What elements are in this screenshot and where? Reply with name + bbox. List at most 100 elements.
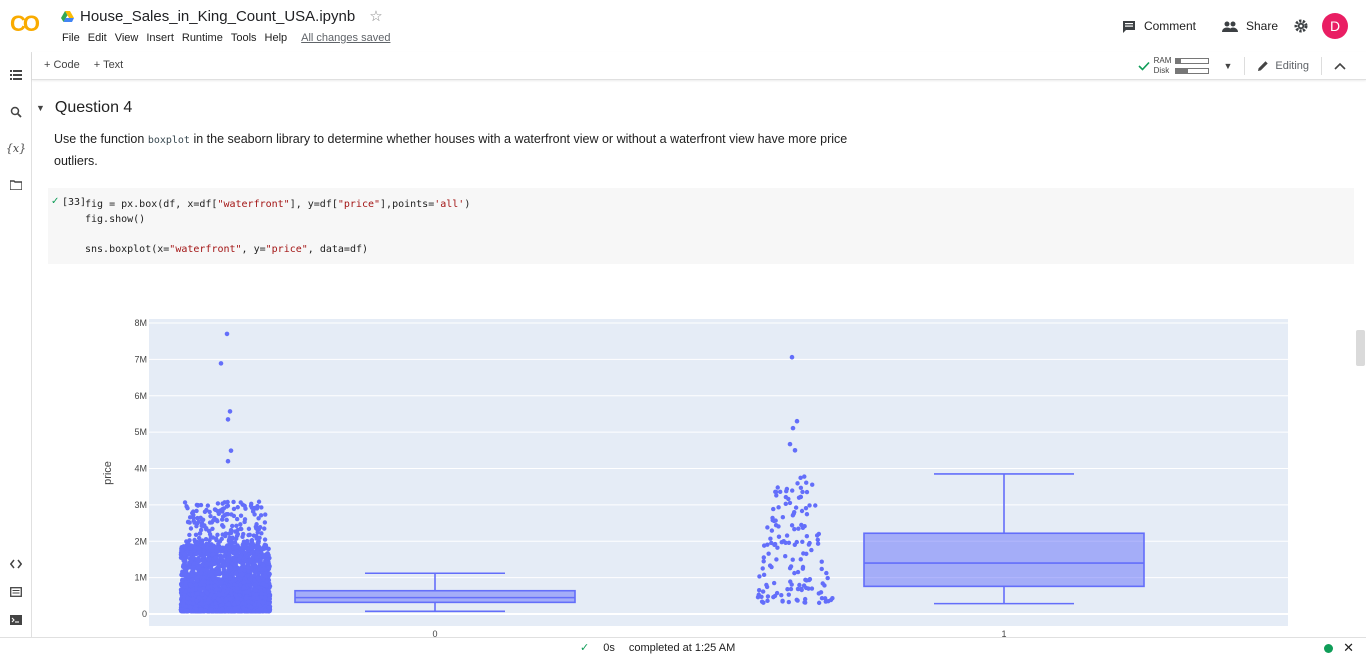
data-point <box>783 494 789 500</box>
execution-status[interactable]: ✓ 0s completed at 1:25 AM <box>580 641 735 655</box>
share-label: Share <box>1245 19 1278 33</box>
menu-runtime[interactable]: Runtime <box>181 32 223 44</box>
data-point <box>789 523 795 528</box>
data-point <box>783 554 788 559</box>
menu-view[interactable]: View <box>114 32 139 44</box>
folder-icon[interactable] <box>9 178 23 192</box>
data-point <box>784 489 789 494</box>
section-header[interactable]: ▼ Question 4 <box>36 99 132 117</box>
data-point <box>804 480 809 485</box>
data-point <box>253 587 258 593</box>
avatar[interactable]: D <box>1322 13 1348 39</box>
terminal-icon[interactable] <box>9 613 23 627</box>
data-point <box>245 599 251 604</box>
toolbar-divider <box>1244 57 1246 75</box>
data-point <box>208 542 213 547</box>
data-point <box>267 596 273 602</box>
add-code-button[interactable]: + Code <box>44 59 80 71</box>
data-point <box>208 513 213 519</box>
add-text-button[interactable]: + Text <box>93 59 124 71</box>
code-snippets-icon[interactable] <box>9 557 23 571</box>
data-point <box>194 541 200 546</box>
data-point <box>220 514 226 519</box>
data-point <box>241 531 246 537</box>
data-point <box>221 554 227 559</box>
execution-count[interactable]: [33] <box>62 197 87 208</box>
data-point <box>237 554 243 560</box>
data-point <box>183 608 188 613</box>
data-point <box>765 525 770 530</box>
toolbar-divider-2 <box>1321 57 1322 75</box>
share-button[interactable]: Share <box>1212 12 1288 40</box>
data-point <box>185 519 191 525</box>
notebook-title[interactable]: House_Sales_in_King_Count_USA.ipynb <box>80 7 356 25</box>
data-point <box>761 559 766 564</box>
dropdown-arrow-icon[interactable]: ▼ <box>1223 61 1233 71</box>
data-point <box>790 488 795 493</box>
data-point <box>803 600 808 605</box>
resources-indicator[interactable]: RAM Disk ▼ <box>1138 56 1233 76</box>
variables-icon[interactable]: {x} <box>5 141 27 155</box>
data-point <box>191 509 196 514</box>
menu-tools[interactable]: Tools <box>230 32 257 44</box>
data-point <box>260 545 266 551</box>
code-cell[interactable]: ✓ [33] fig = px.box(df, x=df["waterfront… <box>48 188 1354 264</box>
data-point <box>764 582 769 588</box>
data-point <box>262 595 268 601</box>
toc-icon[interactable] <box>9 68 23 82</box>
data-point <box>210 575 216 581</box>
star-icon[interactable]: ☆ <box>369 8 383 25</box>
close-icon[interactable]: ✕ <box>1343 640 1354 655</box>
save-status[interactable]: All changes saved <box>301 32 391 44</box>
menu-help[interactable]: Help <box>264 32 288 44</box>
data-point <box>187 562 192 568</box>
data-point <box>207 509 212 515</box>
data-point <box>191 515 196 520</box>
editing-mode-button[interactable]: Editing <box>1257 60 1309 72</box>
scrollbar-thumb[interactable] <box>1356 330 1365 366</box>
search-icon[interactable] <box>9 105 23 119</box>
data-point <box>254 555 260 560</box>
data-point <box>229 528 234 533</box>
data-point <box>792 526 797 532</box>
data-point <box>198 527 204 533</box>
data-point <box>193 532 199 537</box>
data-point <box>224 596 229 602</box>
data-point <box>235 600 241 605</box>
connection-status-dot[interactable] <box>1324 643 1334 653</box>
command-palette-icon[interactable] <box>9 585 23 599</box>
data-point <box>783 540 788 545</box>
data-point <box>790 557 795 562</box>
data-point <box>220 501 225 506</box>
gear-icon[interactable] <box>1294 19 1308 33</box>
data-point <box>819 595 825 601</box>
colab-logo[interactable]: CO <box>10 11 40 36</box>
data-point <box>806 586 811 591</box>
data-point <box>252 577 257 583</box>
comment-button[interactable]: Comment <box>1112 12 1206 40</box>
collapse-caret-icon[interactable]: ▼ <box>36 103 45 113</box>
data-point <box>266 571 272 577</box>
box-iqr <box>863 532 1145 588</box>
data-point <box>228 448 234 453</box>
data-point <box>242 544 248 549</box>
menu-edit[interactable]: Edit <box>87 32 107 44</box>
data-point <box>262 573 268 579</box>
data-point <box>200 579 206 584</box>
data-point <box>249 565 254 571</box>
data-point <box>188 559 194 564</box>
data-point <box>219 606 225 612</box>
chevron-up-icon[interactable] <box>1334 62 1346 70</box>
toolbar-right: RAM Disk ▼ Editing <box>1138 56 1346 76</box>
data-point <box>216 541 221 547</box>
md-text-after: in the seaborn library to determine whet… <box>54 132 848 168</box>
code-editor[interactable]: fig = px.box(df, x=df["waterfront"], y=d… <box>85 199 471 255</box>
data-point <box>189 570 194 576</box>
menu-insert[interactable]: Insert <box>146 32 174 44</box>
data-point <box>771 594 776 600</box>
data-point <box>819 559 824 564</box>
box-plot-chart[interactable]: 0 1M 2M 3M 4M 5M 6M 7M 8M price 0 1 <box>32 81 1352 637</box>
data-point <box>200 592 205 597</box>
data-point <box>216 511 221 517</box>
menu-file[interactable]: File <box>62 32 80 44</box>
